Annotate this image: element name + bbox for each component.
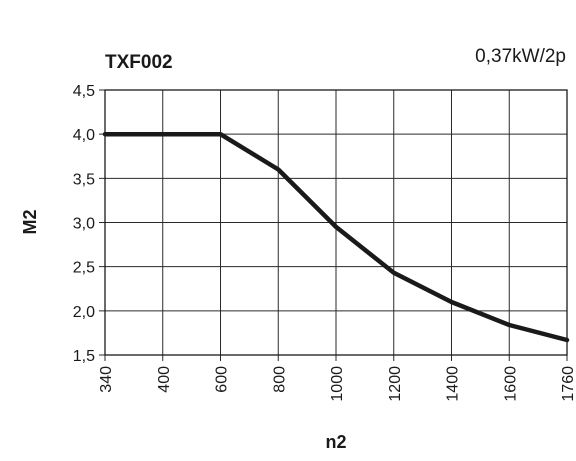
y-tick-label: 3,5: [73, 171, 95, 188]
x-axis-title: n2: [325, 432, 346, 452]
power-rating-label: 0,37kW/2p: [475, 46, 566, 67]
y-tick-label: 1,5: [73, 348, 95, 365]
x-tick-label: 600: [214, 366, 231, 393]
x-tick-label: 1000: [329, 366, 346, 402]
x-tick-label: 800: [271, 366, 288, 393]
x-tick-label: 340: [98, 366, 115, 393]
series-layer: [102, 131, 570, 343]
y-tick-label: 2,0: [73, 304, 95, 321]
x-tick-label: 1400: [445, 366, 462, 402]
torque-curve-line: [102, 131, 570, 343]
y-tick-label: 4,5: [73, 83, 95, 100]
y-tick-labels: 4,5 4,0 3,5 3,0 2,5 2,0 1,5: [73, 83, 95, 365]
chart-title: TXF002: [105, 52, 173, 73]
y-tick-label: 3,0: [73, 216, 95, 233]
y-tick-label: 4,0: [73, 127, 95, 144]
y-axis-title: M2: [20, 209, 40, 234]
x-tick-label: 400: [156, 366, 173, 393]
x-tick-label: 1760: [560, 366, 576, 402]
plot-frame: [104, 89, 568, 356]
x-tick-labels: 340 400 600 800 1000 1200 1400 1600 1760: [98, 366, 576, 402]
y-tick-label: 2,5: [73, 260, 95, 277]
x-tick-label: 1600: [502, 366, 519, 402]
x-tick-label: 1200: [387, 366, 404, 402]
